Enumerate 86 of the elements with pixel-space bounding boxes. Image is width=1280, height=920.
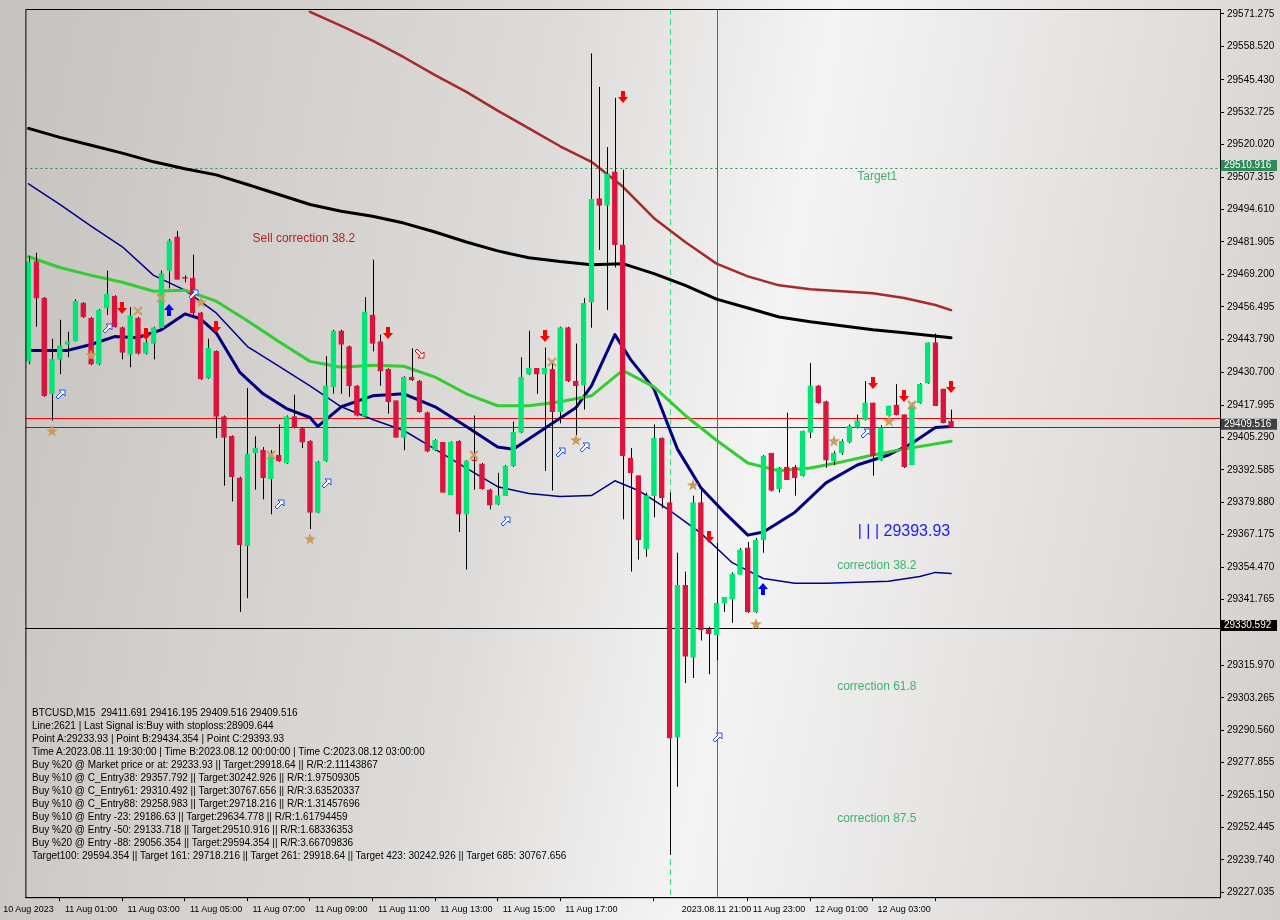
y-tick-label: 29417.995 <box>1227 398 1275 410</box>
ref-line-label: 29510.916 <box>1224 159 1272 171</box>
y-tick-label: 29520.020 <box>1227 138 1275 150</box>
y-tick-label: 29303.265 <box>1227 691 1275 703</box>
annotation: Buy %10 @ Entry -23: 29186.63 || Target:29634.778 || R/R:1.61794459 <box>32 811 348 822</box>
x-tick-label: 11 Aug 17:00 <box>565 904 618 915</box>
candlestick <box>479 462 485 491</box>
y-tick-label: 29277.855 <box>1227 756 1275 768</box>
candlestick <box>533 367 540 395</box>
y-tick-label: 29507.315 <box>1227 170 1275 182</box>
candlestick <box>572 343 579 436</box>
candlestick <box>526 330 532 376</box>
ref-line-label: 29330.592 <box>1224 619 1272 631</box>
y-tick-label: 29545.430 <box>1227 73 1275 85</box>
x-tick-label: 11 Aug 01:00 <box>64 904 118 915</box>
x-tick-label: 2023.08.11 21:00 <box>681 904 752 915</box>
annotation: Buy %20 @ Market price or at: 29233.93 || Target:29918.64 || R/R:2.11143867 <box>32 759 378 770</box>
annotation: Line:2621 | Last Signal is:Buy with stoploss:28909.644 <box>32 720 274 731</box>
candlestick <box>596 86 603 251</box>
candlestick <box>64 331 71 358</box>
y-tick-label: 29469.200 <box>1227 268 1275 280</box>
y-tick-label: 29392.585 <box>1227 463 1275 475</box>
text: BTCUSD,M15 29411.691 29416.195 29409.516 29409.516 <box>32 707 298 718</box>
y-tick-label: 29227.035 <box>1227 886 1275 898</box>
annotation: Target1 <box>857 169 898 184</box>
annotation: Sell correction 38.2 <box>252 231 356 246</box>
y-tick-label: 29456.495 <box>1227 300 1275 312</box>
y-tick-label: 29239.740 <box>1227 853 1275 865</box>
y-tick-label: 29354.470 <box>1227 560 1275 572</box>
candlestick <box>737 547 743 575</box>
annotation: Target100: 29594.354 || Target 161: 29718.216 || Target 261: 29918.64 || Target 423: 30242.926 || Target 685: 30767.656 <box>32 850 567 861</box>
ref-line-label: 29409.516 <box>1224 417 1272 429</box>
y-tick-label: 29290.560 <box>1227 723 1275 735</box>
candlestick <box>338 329 345 395</box>
x-tick-label: 10 Aug 2023 <box>3 904 54 915</box>
annotation: Buy %20 @ Entry -50: 29133.718 || Target:29510.916 || R/R:1.68336353 <box>32 824 354 835</box>
y-tick-label: 29532.725 <box>1227 106 1275 118</box>
x-tick-label: 11 Aug 23:00 <box>752 904 806 915</box>
candlestick <box>815 384 821 405</box>
y-tick-label: 29443.790 <box>1227 332 1275 344</box>
y-tick-label: 29430.700 <box>1227 366 1275 378</box>
x-tick-label: 11 Aug 15:00 <box>502 904 556 915</box>
annotation: correction 61.8 <box>837 679 917 694</box>
candlestick <box>299 426 305 449</box>
y-tick-label: 29265.150 <box>1227 788 1275 800</box>
candlestick <box>268 449 274 515</box>
y-tick-label: 29315.970 <box>1227 659 1275 671</box>
candlestick <box>916 382 923 405</box>
y-tick-label: 29494.610 <box>1227 203 1275 215</box>
x-tick-label: 11 Aug 05:00 <box>189 904 243 915</box>
y-tick-label: 29379.880 <box>1227 496 1275 508</box>
x-tick-label: 12 Aug 01:00 <box>815 904 869 915</box>
candlestick <box>705 626 712 675</box>
y-tick-label: 29367.175 <box>1227 528 1275 540</box>
annotation: Buy %20 @ Entry -88: 29056.354 || Target:29594.354 || R/R:3.66709836 <box>32 837 354 848</box>
candlestick <box>221 414 227 487</box>
x-tick-label: 11 Aug 07:00 <box>252 904 305 915</box>
candlestick <box>862 380 868 422</box>
y-tick-label: 29341.765 <box>1227 593 1275 605</box>
x-tick-label: 11 Aug 09:00 <box>315 904 368 915</box>
annotation: correction 38.2 <box>837 558 917 572</box>
annotation: Buy %10 @ C_Entry38: 29357.792 || Target:30242.926 || R/R:1.97509305 <box>32 772 360 783</box>
y-tick-label: 29558.520 <box>1227 40 1275 52</box>
x-tick-label: 11 Aug 13:00 <box>440 904 493 915</box>
candlestick <box>729 571 735 624</box>
annotation: | | | 29393.93 <box>857 521 951 539</box>
x-tick-label: 12 Aug 03:00 <box>877 904 931 915</box>
y-tick-label: 29481.905 <box>1227 235 1275 247</box>
candlestick <box>471 414 477 491</box>
annotation: Buy %10 @ C_Entry88: 29258.983 || Target:29718.216 || R/R:1.31457696 <box>32 798 360 809</box>
candlestick <box>784 412 790 481</box>
candlestick <box>791 464 798 497</box>
annotation: Point A:29233.93 | Point B:29434.354 | Point C:29393.93 <box>32 733 285 744</box>
candlestick <box>776 466 782 494</box>
annotation: correction 87.5 <box>837 810 917 825</box>
annotation: Buy %10 @ C_Entry61: 29310.492 || Target:30767.656 || R/R:3.63520337 <box>32 785 360 796</box>
candlestick <box>252 435 259 491</box>
annotation: Time A:2023.08.11 19:30:00 | Time B:2023.08.12 00:00:00 | Time C:2023.08.12 03:00:00 <box>32 746 425 757</box>
candlestick <box>56 319 63 375</box>
candlestick <box>275 423 282 463</box>
x-tick-label: 11 Aug 03:00 <box>127 904 180 915</box>
y-tick-label: 29405.290 <box>1227 431 1275 443</box>
x-tick-label: 11 Aug 11:00 <box>377 904 430 915</box>
y-tick-label: 29252.445 <box>1227 821 1275 833</box>
y-tick-label: 29571.275 <box>1227 7 1275 19</box>
candlestick <box>103 270 110 316</box>
